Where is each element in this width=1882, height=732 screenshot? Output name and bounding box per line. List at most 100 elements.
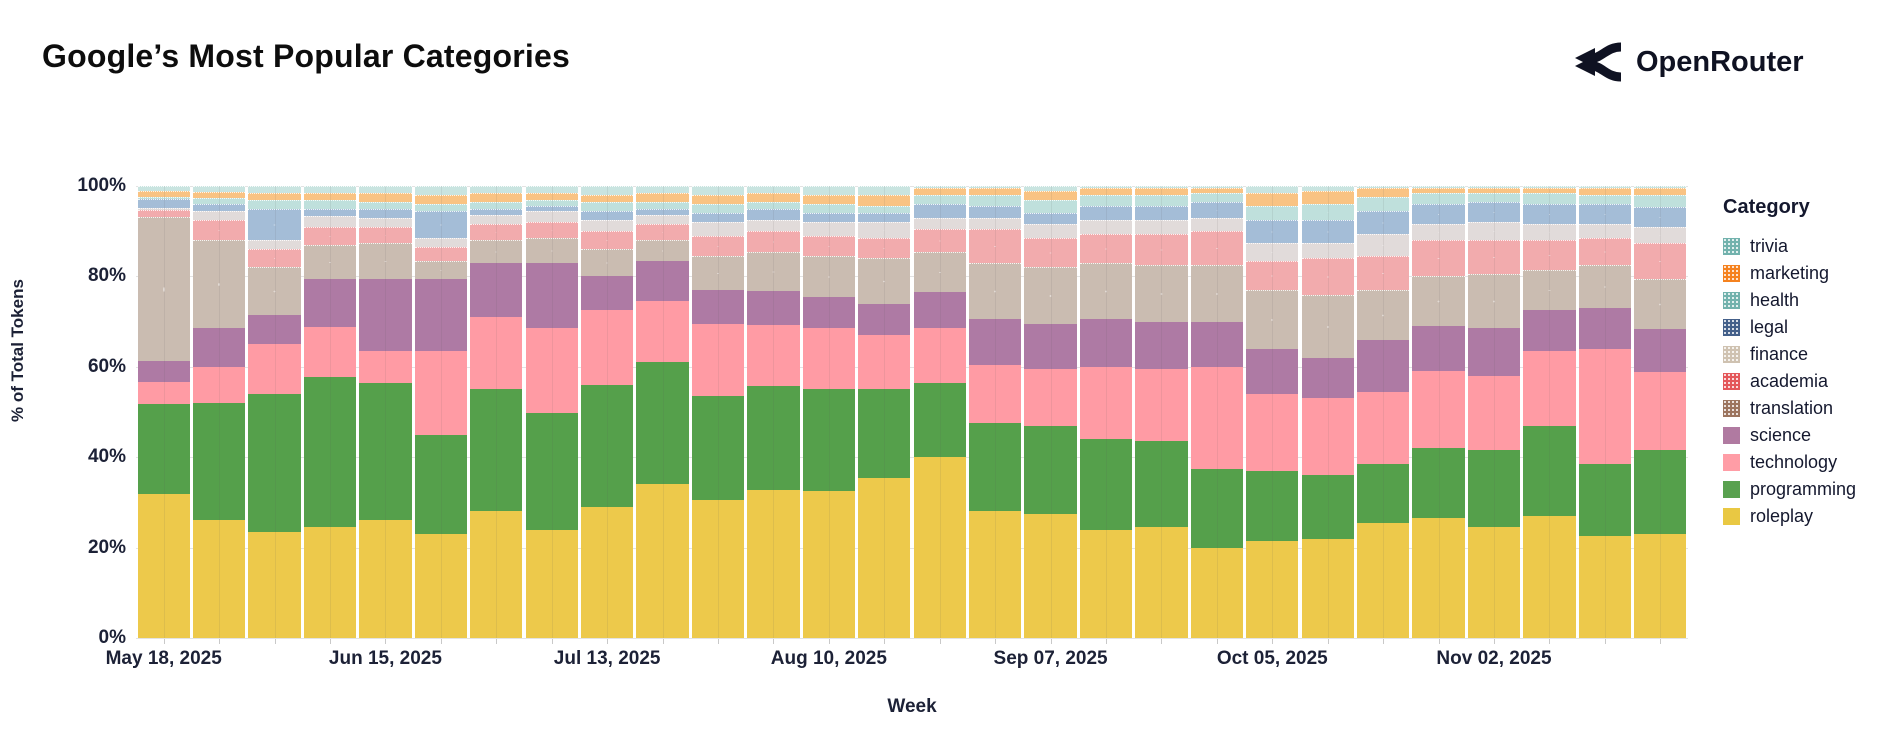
bar-segment-technology[interactable] <box>1135 369 1188 442</box>
bar-segment-health[interactable] <box>1024 199 1077 214</box>
bar-segment-academia[interactable] <box>525 222 578 238</box>
bar-segment-science[interactable] <box>858 303 911 336</box>
bar-segment-health[interactable] <box>303 199 357 209</box>
bar-segment-marketing[interactable] <box>691 195 745 205</box>
bar-segment-health[interactable] <box>1467 192 1521 202</box>
bar-segment-health[interactable] <box>636 201 689 209</box>
bar-segment-programming[interactable] <box>747 385 800 491</box>
bar-segment-roleplay[interactable] <box>248 531 301 638</box>
bar-segment-science[interactable] <box>470 262 523 318</box>
bar-segment-finance[interactable] <box>1246 242 1299 261</box>
bar-segment-science[interactable] <box>1190 321 1244 367</box>
bar-segment-roleplay[interactable] <box>913 457 966 638</box>
bar-segment-legal[interactable] <box>968 206 1022 218</box>
bar-segment-programming[interactable] <box>1578 464 1632 537</box>
bar-segment-marketing[interactable] <box>525 192 578 200</box>
bar-segment-trivia[interactable] <box>636 186 689 193</box>
bar-segment-technology[interactable] <box>691 323 745 397</box>
bar-segment-science[interactable] <box>1412 326 1465 372</box>
bar-segment-trivia[interactable] <box>858 186 911 196</box>
bar-segment-legal[interactable] <box>802 213 856 223</box>
bar-segment-roleplay[interactable] <box>691 500 745 638</box>
bar-segment-academia[interactable] <box>1024 238 1077 268</box>
bar-segment-programming[interactable] <box>913 382 966 458</box>
bar-segment-health[interactable] <box>192 198 246 205</box>
bar-segment-trivia[interactable] <box>1079 186 1133 189</box>
bar-segment-finance[interactable] <box>470 215 523 225</box>
bar-segment-technology[interactable] <box>414 351 468 435</box>
bar-segment-roleplay[interactable] <box>1301 538 1354 638</box>
bar-segment-programming[interactable] <box>691 396 745 501</box>
bar-segment-health[interactable] <box>580 201 634 211</box>
bar-segment-programming[interactable] <box>802 389 856 492</box>
bar-segment-academia[interactable] <box>580 231 634 250</box>
bar-segment-finance[interactable] <box>1412 224 1465 241</box>
bar-segment-legal[interactable] <box>303 208 357 216</box>
bar-segment-academia[interactable] <box>414 247 468 261</box>
bar-segment-roleplay[interactable] <box>525 530 578 638</box>
legend-item-translation[interactable]: translation <box>1723 395 1856 422</box>
bar-segment-marketing[interactable] <box>1356 188 1410 198</box>
bar-segment-legal[interactable] <box>1079 206 1133 220</box>
bar-segment-health[interactable] <box>525 199 578 207</box>
bar-segment-programming[interactable] <box>968 423 1022 512</box>
bar-segment-science[interactable] <box>1079 319 1133 367</box>
bar-segment-legal[interactable] <box>1301 219 1354 243</box>
bar-segment-technology[interactable] <box>525 327 578 414</box>
bar-segment-finance[interactable] <box>1578 224 1632 239</box>
bar-segment-programming[interactable] <box>525 413 578 531</box>
bar-segment-roleplay[interactable] <box>1634 533 1687 638</box>
bar-segment-marketing[interactable] <box>858 195 911 207</box>
bar-segment-science[interactable] <box>303 279 357 327</box>
bar-segment-programming[interactable] <box>470 389 523 512</box>
bar-segment-finance[interactable] <box>137 208 190 210</box>
bar-segment-programming[interactable] <box>1079 439 1133 530</box>
bar-segment-trivia[interactable] <box>691 186 745 196</box>
bar-segment-academia[interactable] <box>691 235 745 257</box>
legend-item-legal[interactable]: legal <box>1723 314 1856 341</box>
bar-segment-finance[interactable] <box>1356 233 1410 257</box>
bar-segment-technology[interactable] <box>858 335 911 390</box>
bar-segment-marketing[interactable] <box>1467 188 1521 193</box>
bar-segment-marketing[interactable] <box>1578 188 1632 196</box>
bar-segment-legal[interactable] <box>1024 213 1077 225</box>
bar-segment-science[interactable] <box>691 289 745 324</box>
bar-segment-legal[interactable] <box>192 204 246 211</box>
bar-segment-finance[interactable] <box>1523 224 1576 241</box>
bar-segment-programming[interactable] <box>1356 464 1410 523</box>
bar-segment-technology[interactable] <box>747 324 800 386</box>
bar-segment-trivia[interactable] <box>470 186 523 193</box>
bar-segment-science[interactable] <box>1578 308 1632 349</box>
bar-segment-trivia[interactable] <box>1024 186 1077 191</box>
bar-segment-technology[interactable] <box>1301 398 1354 476</box>
bar-segment-technology[interactable] <box>1412 371 1465 449</box>
bar-segment-marketing[interactable] <box>1634 188 1687 196</box>
bar-segment-translation[interactable] <box>470 240 523 263</box>
bar-segment-science[interactable] <box>1523 310 1576 351</box>
bar-segment-programming[interactable] <box>1190 468 1244 548</box>
bar-segment-legal[interactable] <box>913 204 966 218</box>
bar-segment-academia[interactable] <box>192 219 246 241</box>
bar-segment-finance[interactable] <box>1024 224 1077 239</box>
bar-segment-translation[interactable] <box>580 249 634 277</box>
bar-segment-legal[interactable] <box>858 213 911 223</box>
bar-segment-academia[interactable] <box>1412 240 1465 277</box>
bar-segment-programming[interactable] <box>1412 448 1465 519</box>
bar-segment-health[interactable] <box>248 199 301 209</box>
bar-segment-legal[interactable] <box>1246 219 1299 243</box>
bar-segment-roleplay[interactable] <box>1246 540 1299 638</box>
bar-segment-technology[interactable] <box>1024 369 1077 426</box>
bar-segment-finance[interactable] <box>1301 242 1354 259</box>
bar-segment-programming[interactable] <box>1024 425 1077 514</box>
bar-segment-roleplay[interactable] <box>1578 536 1632 638</box>
bar-segment-finance[interactable] <box>913 217 966 229</box>
bar-segment-marketing[interactable] <box>1412 188 1465 193</box>
bar-segment-marketing[interactable] <box>303 192 357 200</box>
bar-segment-marketing[interactable] <box>1246 192 1299 207</box>
bar-segment-programming[interactable] <box>1523 425 1576 516</box>
bar-segment-roleplay[interactable] <box>137 494 190 638</box>
bar-segment-finance[interactable] <box>580 219 634 232</box>
bar-segment-roleplay[interactable] <box>303 526 357 638</box>
bar-segment-programming[interactable] <box>192 402 246 521</box>
bar-segment-technology[interactable] <box>192 366 246 403</box>
